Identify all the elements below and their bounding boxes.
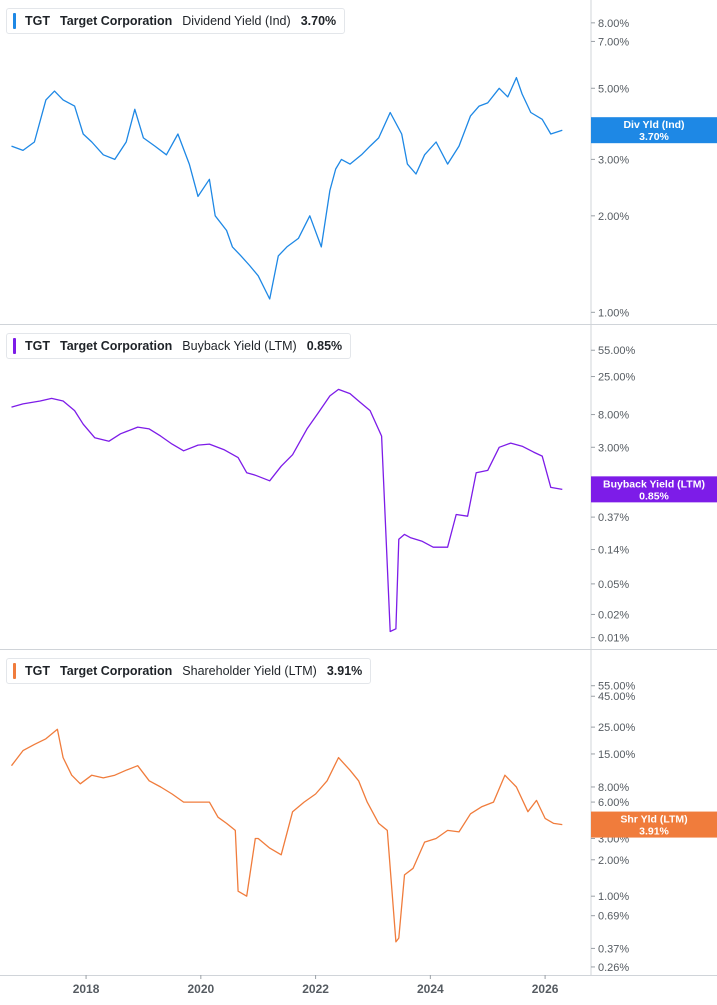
y-tick-label: 0.69%	[598, 911, 629, 923]
legend-company: Target Corporation	[60, 14, 173, 28]
y-tick-label: 2.00%	[598, 211, 629, 223]
y-tick-label: 7.00%	[598, 36, 629, 48]
legend-company: Target Corporation	[60, 339, 173, 353]
legend-company: Target Corporation	[60, 664, 173, 678]
y-tick-label: 55.00%	[598, 681, 636, 693]
y-tick-label: 0.26%	[598, 962, 629, 974]
y-tick-label: 3.00%	[598, 154, 629, 166]
legend-value: 3.70%	[300, 14, 337, 28]
legend-metric: Shareholder Yield (LTM)	[182, 664, 317, 678]
last-value-tag-label: Buyback Yield (LTM)	[603, 478, 705, 490]
last-value-tag	[591, 117, 717, 144]
legend-metric: Dividend Yield (Ind)	[182, 14, 291, 28]
legend-swatch	[13, 338, 16, 354]
last-value-tag	[591, 811, 717, 838]
y-tick-label: 5.00%	[598, 83, 629, 95]
last-value-tag-value: 0.85%	[639, 490, 669, 502]
legend-dividend-yield[interactable]: TGT Target Corporation Dividend Yield (I…	[6, 8, 346, 34]
x-tick-label: 2026	[532, 982, 559, 996]
y-tick-label: 1.00%	[598, 891, 629, 903]
y-tick-label: 0.37%	[598, 512, 629, 524]
series-line	[11, 76, 563, 300]
y-tick-label: 0.14%	[598, 545, 629, 557]
legend-swatch	[13, 663, 16, 679]
legend-ticker: TGT	[25, 339, 50, 353]
last-value-tag-value: 3.91%	[639, 826, 669, 838]
y-tick-label: 0.01%	[598, 633, 629, 645]
legend-value: 3.91%	[326, 664, 363, 678]
y-tick-label: 8.00%	[598, 782, 629, 794]
y-tick-label: 1.00%	[598, 307, 629, 319]
y-tick-label: 55.00%	[598, 345, 636, 357]
x-tick-label: 2024	[417, 982, 444, 996]
legend-ticker: TGT	[25, 664, 50, 678]
legend-value: 0.85%	[306, 339, 343, 353]
y-tick-label: 2.00%	[598, 855, 629, 867]
y-tick-label: 6.00%	[598, 797, 629, 809]
last-value-tag-label: Div Yld (Ind)	[623, 119, 684, 131]
y-tick-label: 15.00%	[598, 749, 636, 761]
y-tick-label: 45.00%	[598, 691, 636, 703]
legend-metric: Buyback Yield (LTM)	[182, 339, 297, 353]
y-tick-label: 25.00%	[598, 722, 636, 734]
y-tick-label: 25.00%	[598, 372, 636, 384]
y-tick-label: 8.00%	[598, 410, 629, 422]
series-line	[11, 388, 563, 633]
x-tick-label: 2018	[73, 982, 100, 996]
last-value-tag-value: 3.70%	[639, 131, 669, 143]
legend-buyback-yield[interactable]: TGT Target Corporation Buyback Yield (LT…	[6, 333, 352, 359]
y-tick-label: 0.37%	[598, 943, 629, 955]
y-tick-label: 8.00%	[598, 18, 629, 30]
y-tick-label: 0.02%	[598, 609, 629, 621]
y-tick-label: 0.05%	[598, 579, 629, 591]
y-tick-label: 3.00%	[598, 442, 629, 454]
last-value-tag-label: Shr Yld (LTM)	[620, 814, 687, 826]
legend-ticker: TGT	[25, 14, 50, 28]
x-tick-label: 2022	[302, 982, 329, 996]
last-value-tag	[591, 476, 717, 503]
x-tick-label: 2020	[187, 982, 214, 996]
series-line	[10, 728, 563, 943]
legend-shareholder-yield[interactable]: TGT Target Corporation Shareholder Yield…	[6, 658, 372, 684]
legend-swatch	[13, 13, 16, 29]
